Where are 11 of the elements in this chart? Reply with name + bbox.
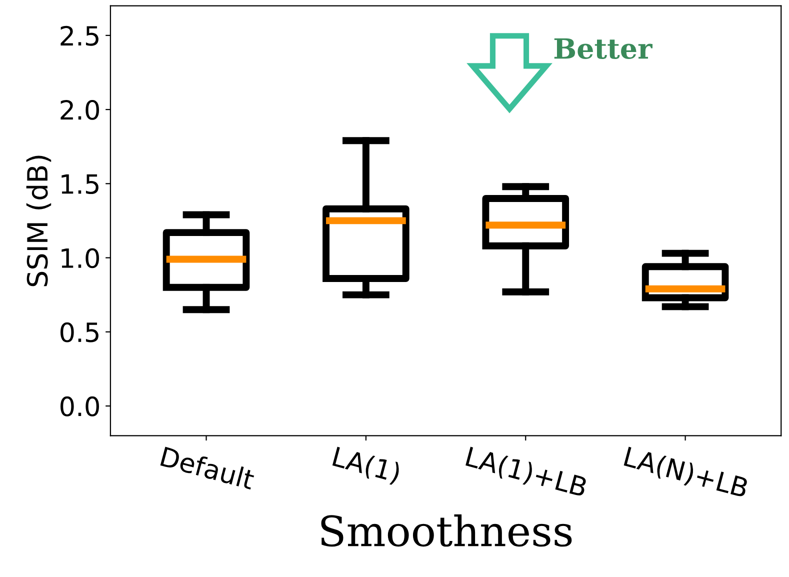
y-tick-label: 2.5	[60, 26, 98, 46]
y-tick-label: 0.5	[60, 322, 98, 342]
x-tick-label: Default	[160, 446, 256, 490]
y-tick-label: 1.0	[62, 248, 99, 268]
y-tick-label: 0.0	[60, 396, 99, 416]
y-tick-label: 1.5	[62, 174, 98, 194]
y-tick-label: 2.0	[60, 100, 99, 120]
x-tick-label: LA(1)	[332, 446, 402, 486]
y-axis-title: SSIM (dB)	[26, 156, 52, 286]
x-axis-title: Smoothness	[321, 514, 572, 547]
annotation: Better	[554, 38, 652, 59]
